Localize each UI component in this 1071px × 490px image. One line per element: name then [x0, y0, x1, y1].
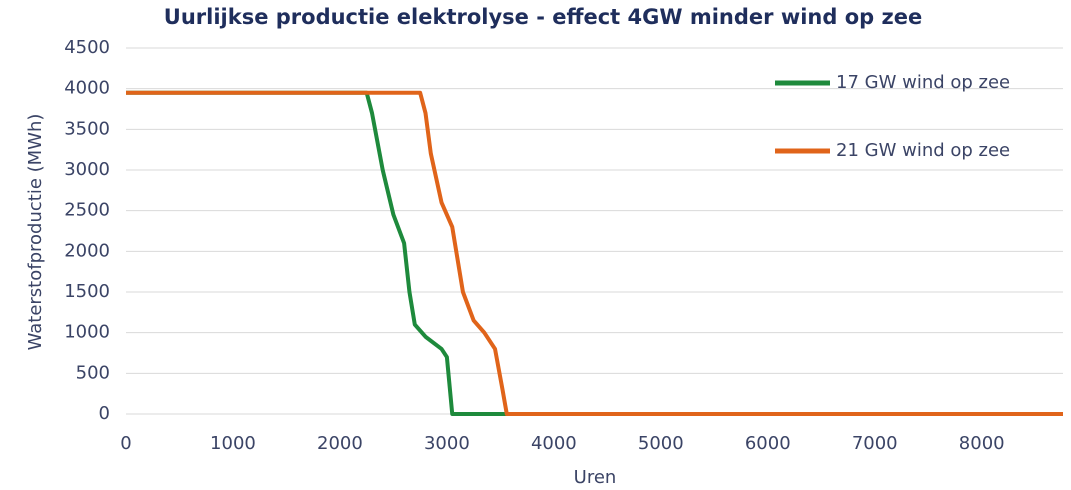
- y-tick-label: 1000: [64, 322, 110, 343]
- x-tick-label: 5000: [638, 433, 684, 454]
- x-tick-label: 6000: [745, 433, 791, 454]
- x-tick-label: 4000: [531, 433, 577, 454]
- y-tick-label: 3000: [64, 159, 110, 180]
- x-tick-label: 2000: [317, 433, 363, 454]
- legend-label: 17 GW wind op zee: [836, 72, 1010, 93]
- y-tick-label: 1500: [64, 281, 110, 302]
- y-tick-label: 2000: [64, 240, 110, 261]
- y-tick-label: 4000: [64, 78, 110, 99]
- x-tick-label: 1000: [210, 433, 256, 454]
- y-axis-label: Waterstofproductie (MWh): [25, 114, 46, 351]
- chart-title: Uurlijkse productie elektrolyse - effect…: [164, 5, 922, 29]
- y-tick-label: 3500: [64, 118, 110, 139]
- x-tick-label: 8000: [959, 433, 1005, 454]
- x-axis-label: Uren: [574, 467, 617, 488]
- x-tick-label: 3000: [424, 433, 470, 454]
- line: [126, 90, 1063, 416]
- y-tick-label: 0: [99, 403, 110, 424]
- line: [126, 90, 1063, 416]
- x-tick-label: 0: [120, 433, 131, 454]
- y-tick-label: 4500: [64, 37, 110, 58]
- y-tick-label: 2500: [64, 200, 110, 221]
- y-tick-label: 500: [76, 362, 110, 383]
- legend-label: 21 GW wind op zee: [836, 140, 1010, 161]
- x-tick-label: 7000: [852, 433, 898, 454]
